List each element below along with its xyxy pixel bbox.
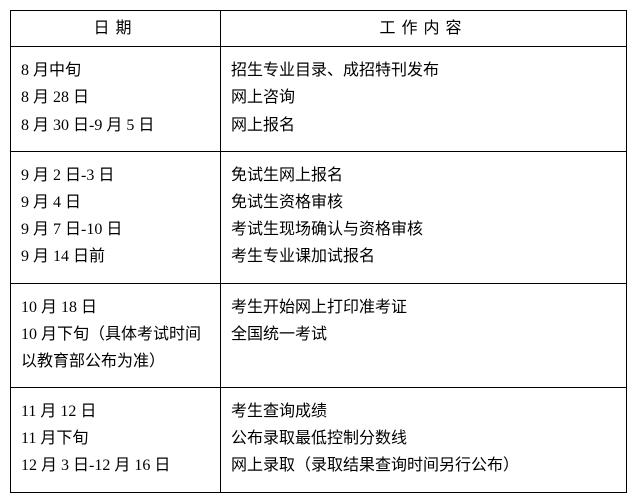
content-line: 考试生现场确认与资格审核 [231, 216, 618, 243]
date-line: 11 月 12 日 [21, 398, 212, 425]
content-cell: 招生专业目录、成招特刊发布 网上咨询 网上报名 [221, 47, 627, 152]
date-line: 9 月 2 日-3 日 [21, 162, 212, 189]
date-line: 10 月 18 日 [21, 294, 212, 321]
content-line: 招生专业目录、成招特刊发布 [231, 57, 618, 84]
date-line: 9 月 7 日-10 日 [21, 216, 212, 243]
content-line: 全国统一考试 [231, 321, 618, 348]
content-cell: 免试生网上报名 免试生资格审核 考试生现场确认与资格审核 考生专业课加试报名 [221, 151, 627, 283]
date-line: 10 月下旬（具体考试时间以教育部公布为准） [21, 321, 212, 375]
content-cell: 考生查询成绩 公布录取最低控制分数线 网上录取（录取结果查询时间另行公布） [221, 388, 627, 493]
table-row: 10 月 18 日 10 月下旬（具体考试时间以教育部公布为准） 考生开始网上打… [11, 283, 627, 388]
table-row: 11 月 12 日 11 月下旬 12 月 3 日-12 月 16 日 考生查询… [11, 388, 627, 493]
content-line: 考生专业课加试报名 [231, 243, 618, 270]
content-line: 考生查询成绩 [231, 398, 618, 425]
date-cell: 10 月 18 日 10 月下旬（具体考试时间以教育部公布为准） [11, 283, 221, 388]
schedule-table: 日期 工作内容 8 月中旬 8 月 28 日 8 月 30 日-9 月 5 日 … [10, 10, 627, 493]
content-line: 网上录取（录取结果查询时间另行公布） [231, 452, 618, 479]
table-header-row: 日期 工作内容 [11, 11, 627, 47]
date-line: 9 月 4 日 [21, 189, 212, 216]
content-line: 网上报名 [231, 112, 618, 139]
content-line: 考生开始网上打印准考证 [231, 294, 618, 321]
content-cell: 考生开始网上打印准考证 全国统一考试 [221, 283, 627, 388]
date-cell: 11 月 12 日 11 月下旬 12 月 3 日-12 月 16 日 [11, 388, 221, 493]
date-line: 11 月下旬 [21, 425, 212, 452]
header-date: 日期 [11, 11, 221, 47]
date-line: 12 月 3 日-12 月 16 日 [21, 452, 212, 479]
date-line: 8 月 30 日-9 月 5 日 [21, 112, 212, 139]
table-row: 9 月 2 日-3 日 9 月 4 日 9 月 7 日-10 日 9 月 14 … [11, 151, 627, 283]
date-line: 8 月中旬 [21, 57, 212, 84]
content-line: 公布录取最低控制分数线 [231, 425, 618, 452]
table-row: 8 月中旬 8 月 28 日 8 月 30 日-9 月 5 日 招生专业目录、成… [11, 47, 627, 152]
date-cell: 9 月 2 日-3 日 9 月 4 日 9 月 7 日-10 日 9 月 14 … [11, 151, 221, 283]
content-line: 网上咨询 [231, 84, 618, 111]
date-line: 8 月 28 日 [21, 84, 212, 111]
content-line: 免试生资格审核 [231, 189, 618, 216]
date-cell: 8 月中旬 8 月 28 日 8 月 30 日-9 月 5 日 [11, 47, 221, 152]
header-content: 工作内容 [221, 11, 627, 47]
content-line: 免试生网上报名 [231, 162, 618, 189]
date-line: 9 月 14 日前 [21, 243, 212, 270]
